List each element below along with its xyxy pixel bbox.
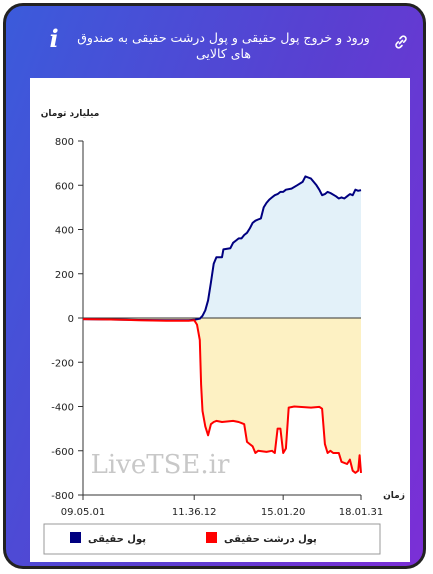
y-tick-label: 400 [55,226,74,237]
legend-swatch-real-money [70,532,81,543]
x-tick-label: 18.01.31 [339,507,384,518]
series-line-real-money [82,175,362,322]
y-tick-label: -400 [51,403,74,414]
series-line-large-real-money [82,318,362,474]
chart-title: ورود و خروج پول حقیقی و پول درشت حقیقی ب… [77,30,370,61]
x-tick-label: 15.01.20 [261,507,306,518]
area-fill-real-money [83,176,361,321]
legend-swatch-large-real-money [206,532,217,543]
info-icon[interactable]: i [49,24,59,53]
card-header: i ورود و خروج پول حقیقی و پول درشت حقیقی… [6,6,423,78]
y-tick-label: -600 [51,447,74,458]
y-tick-label: -200 [51,358,74,369]
legend: پول حقیقی پول درشت حقیقی [43,523,381,555]
x-tick-label: 09.05.01 [61,507,106,518]
area-fill-large-real-money [83,318,361,473]
link-icon[interactable] [393,34,409,50]
y-axis-title: میلیارد تومان [41,109,100,119]
legend-label-large-real-money[interactable]: پول درشت حقیقی [224,534,317,545]
chart-card: i ورود و خروج پول حقیقی و پول درشت حقیقی… [3,3,426,569]
y-tick-label: 200 [55,270,74,281]
y-tick-label: -800 [51,491,74,502]
chart-svg: 800 600 400 200 0 -200 -400 -600 -800 09.05.01 11.… [41,109,405,555]
y-tick-label: 800 [55,137,74,148]
watermark: LiveTSE.ir [91,450,230,480]
chart-panel: 800 600 400 200 0 -200 -400 -600 -800 09.05.01 11.… [30,78,410,562]
y-tick-label: 600 [55,181,74,192]
legend-label-real-money[interactable]: پول حقیقی [88,534,146,545]
x-tick-label: 11.36.12 [172,507,217,518]
y-tick-label: 0 [68,314,74,325]
x-axis-title: زمان [383,491,405,501]
